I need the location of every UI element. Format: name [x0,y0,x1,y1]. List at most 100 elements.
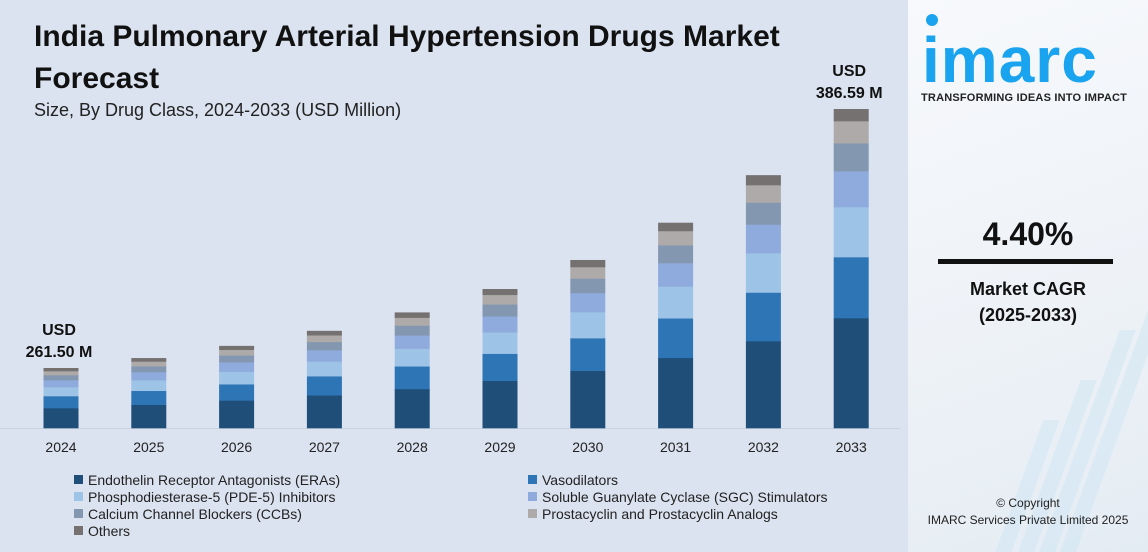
bar-segment-2030-2 [570,312,606,339]
legend-item: Endothelin Receptor Antagonists (ERAs) [74,471,528,488]
legend-item: Vasodilators [528,471,868,488]
bar-segment-2027-3 [306,350,342,362]
legend-label: Phosphodiesterase-5 (PDE-5) Inhibitors [88,488,336,505]
bar-segment-2033-4 [833,143,869,172]
bar-segment-2028-2 [394,348,430,367]
bar-segment-2029-4 [482,304,518,317]
cagr-value: 4.40% [982,216,1074,252]
legend-swatch [528,509,537,518]
legend-label: Others [88,522,131,539]
bar-segment-2029-6 [482,289,518,296]
bar-segment-2028-1 [394,366,430,390]
bar-segment-2026-5 [219,349,255,356]
bar-segment-2032-3 [745,224,781,254]
bar-2029 [482,289,518,429]
logo-tagline: TRANSFORMING IDEAS INTO IMPACT [921,92,1128,104]
bar-2026 [219,345,255,429]
bar-segment-2027-5 [306,335,342,343]
bar-segment-2032-6 [745,175,781,186]
bar-2025 [131,358,167,429]
bar-segment-2033-1 [833,257,869,319]
imarc-logo: imarc [922,24,1098,96]
bar-segment-2031-5 [658,230,694,246]
bar-2024 [43,368,79,429]
legend-item: Others [74,522,528,539]
bar-segment-2028-0 [394,388,430,429]
bar-segment-2025-2 [131,380,167,392]
bar-segment-2025-6 [131,358,167,362]
bar-segment-2033-2 [833,207,869,258]
bar-segment-2029-0 [482,380,518,429]
bar-segment-2031-0 [658,357,694,429]
bar-segment-2025-5 [131,361,167,367]
bar-2033 [833,109,869,429]
x-tick-label: 2027 [309,439,340,455]
bar-segment-2031-6 [658,222,694,232]
side-panel: imarc TRANSFORMING IDEAS INTO IMPACT 4.4… [908,0,1148,552]
x-tick-label: 2029 [484,439,515,455]
legend-swatch [74,475,83,484]
copyright-symbol: © Copyright [996,496,1060,510]
bar-segment-2025-4 [131,366,167,373]
bar-segment-2027-6 [306,330,342,336]
bar-segment-2024-0 [43,408,79,429]
bar-segment-2031-4 [658,245,694,264]
bar-segment-2024-1 [43,396,79,409]
copyright: © Copyright IMARC Services Private Limit… [908,495,1148,529]
bar-segment-2032-0 [745,341,781,429]
x-tick-label: 2033 [836,439,867,455]
chart-subtitle: Size, By Drug Class, 2024-2033 (USD Mill… [34,100,402,120]
bar-segment-2032-5 [745,185,781,203]
x-tick-label: 2024 [45,439,76,455]
bar-2030 [570,259,606,429]
x-tick-label: 2026 [221,439,252,455]
bar-segment-2031-3 [658,262,694,287]
cagr-label: Market CAGR (2025-2033) [908,276,1148,328]
chart-panel: India Pulmonary Arterial Hypertension Dr… [0,20,900,539]
bar-segment-2030-0 [570,370,606,429]
total-annotation-unit: USD [42,322,76,339]
bar-segment-2030-4 [570,278,606,294]
bar-segment-2028-4 [394,325,430,336]
bar-segment-2030-3 [570,292,606,313]
bar-segment-2028-3 [394,335,430,349]
bar-segment-2025-3 [131,371,167,381]
bar-segment-2024-3 [43,380,79,388]
bar-2032 [745,175,781,429]
bar-segment-2027-1 [306,376,342,396]
bar-segment-2026-6 [219,345,255,351]
bar-segment-2033-6 [833,109,869,122]
bar-segment-2028-6 [394,312,430,318]
bar-segment-2033-0 [833,318,869,429]
bar-segment-2031-2 [658,286,694,319]
cagr-period: (2025-2033) [978,305,1078,325]
legend-label: Soluble Guanylate Cyclase (SGC) Stimulat… [542,488,828,505]
bar-segment-2024-4 [43,375,79,381]
bar-segment-2024-5 [43,371,79,376]
legend-swatch [74,492,83,501]
logo-dot [926,14,938,26]
bar-segment-2024-2 [43,387,79,397]
bar-segment-2032-2 [745,253,781,293]
total-annotation-value: 386.59 M [816,85,883,102]
legend-item: Calcium Channel Blockers (CCBs) [74,505,528,522]
bar-segment-2032-1 [745,292,781,342]
copyright-company: IMARC Services Private Limited 2025 [927,513,1129,527]
legend-item: Soluble Guanylate Cyclase (SGC) Stimulat… [528,488,868,505]
legend-label: Vasodilators [542,471,619,488]
bar-segment-2028-5 [394,317,430,326]
chart-title: India Pulmonary Arterial Hypertension Dr… [34,20,780,95]
bar-2028 [394,312,430,429]
x-tick-label: 2025 [133,439,164,455]
bar-segment-2029-1 [482,353,518,382]
bar-segment-2025-1 [131,390,167,405]
bar-segment-2025-0 [131,404,167,429]
cagr-label-text: Market CAGR [969,279,1087,299]
bar-segment-2026-2 [219,371,255,385]
legend-swatch [74,509,83,518]
legend-label: Endothelin Receptor Antagonists (ERAs) [88,471,341,488]
legend-swatch [528,475,537,484]
bar-segment-2027-2 [306,361,342,377]
bar-segment-2029-3 [482,316,518,333]
bar-2027 [306,330,342,429]
